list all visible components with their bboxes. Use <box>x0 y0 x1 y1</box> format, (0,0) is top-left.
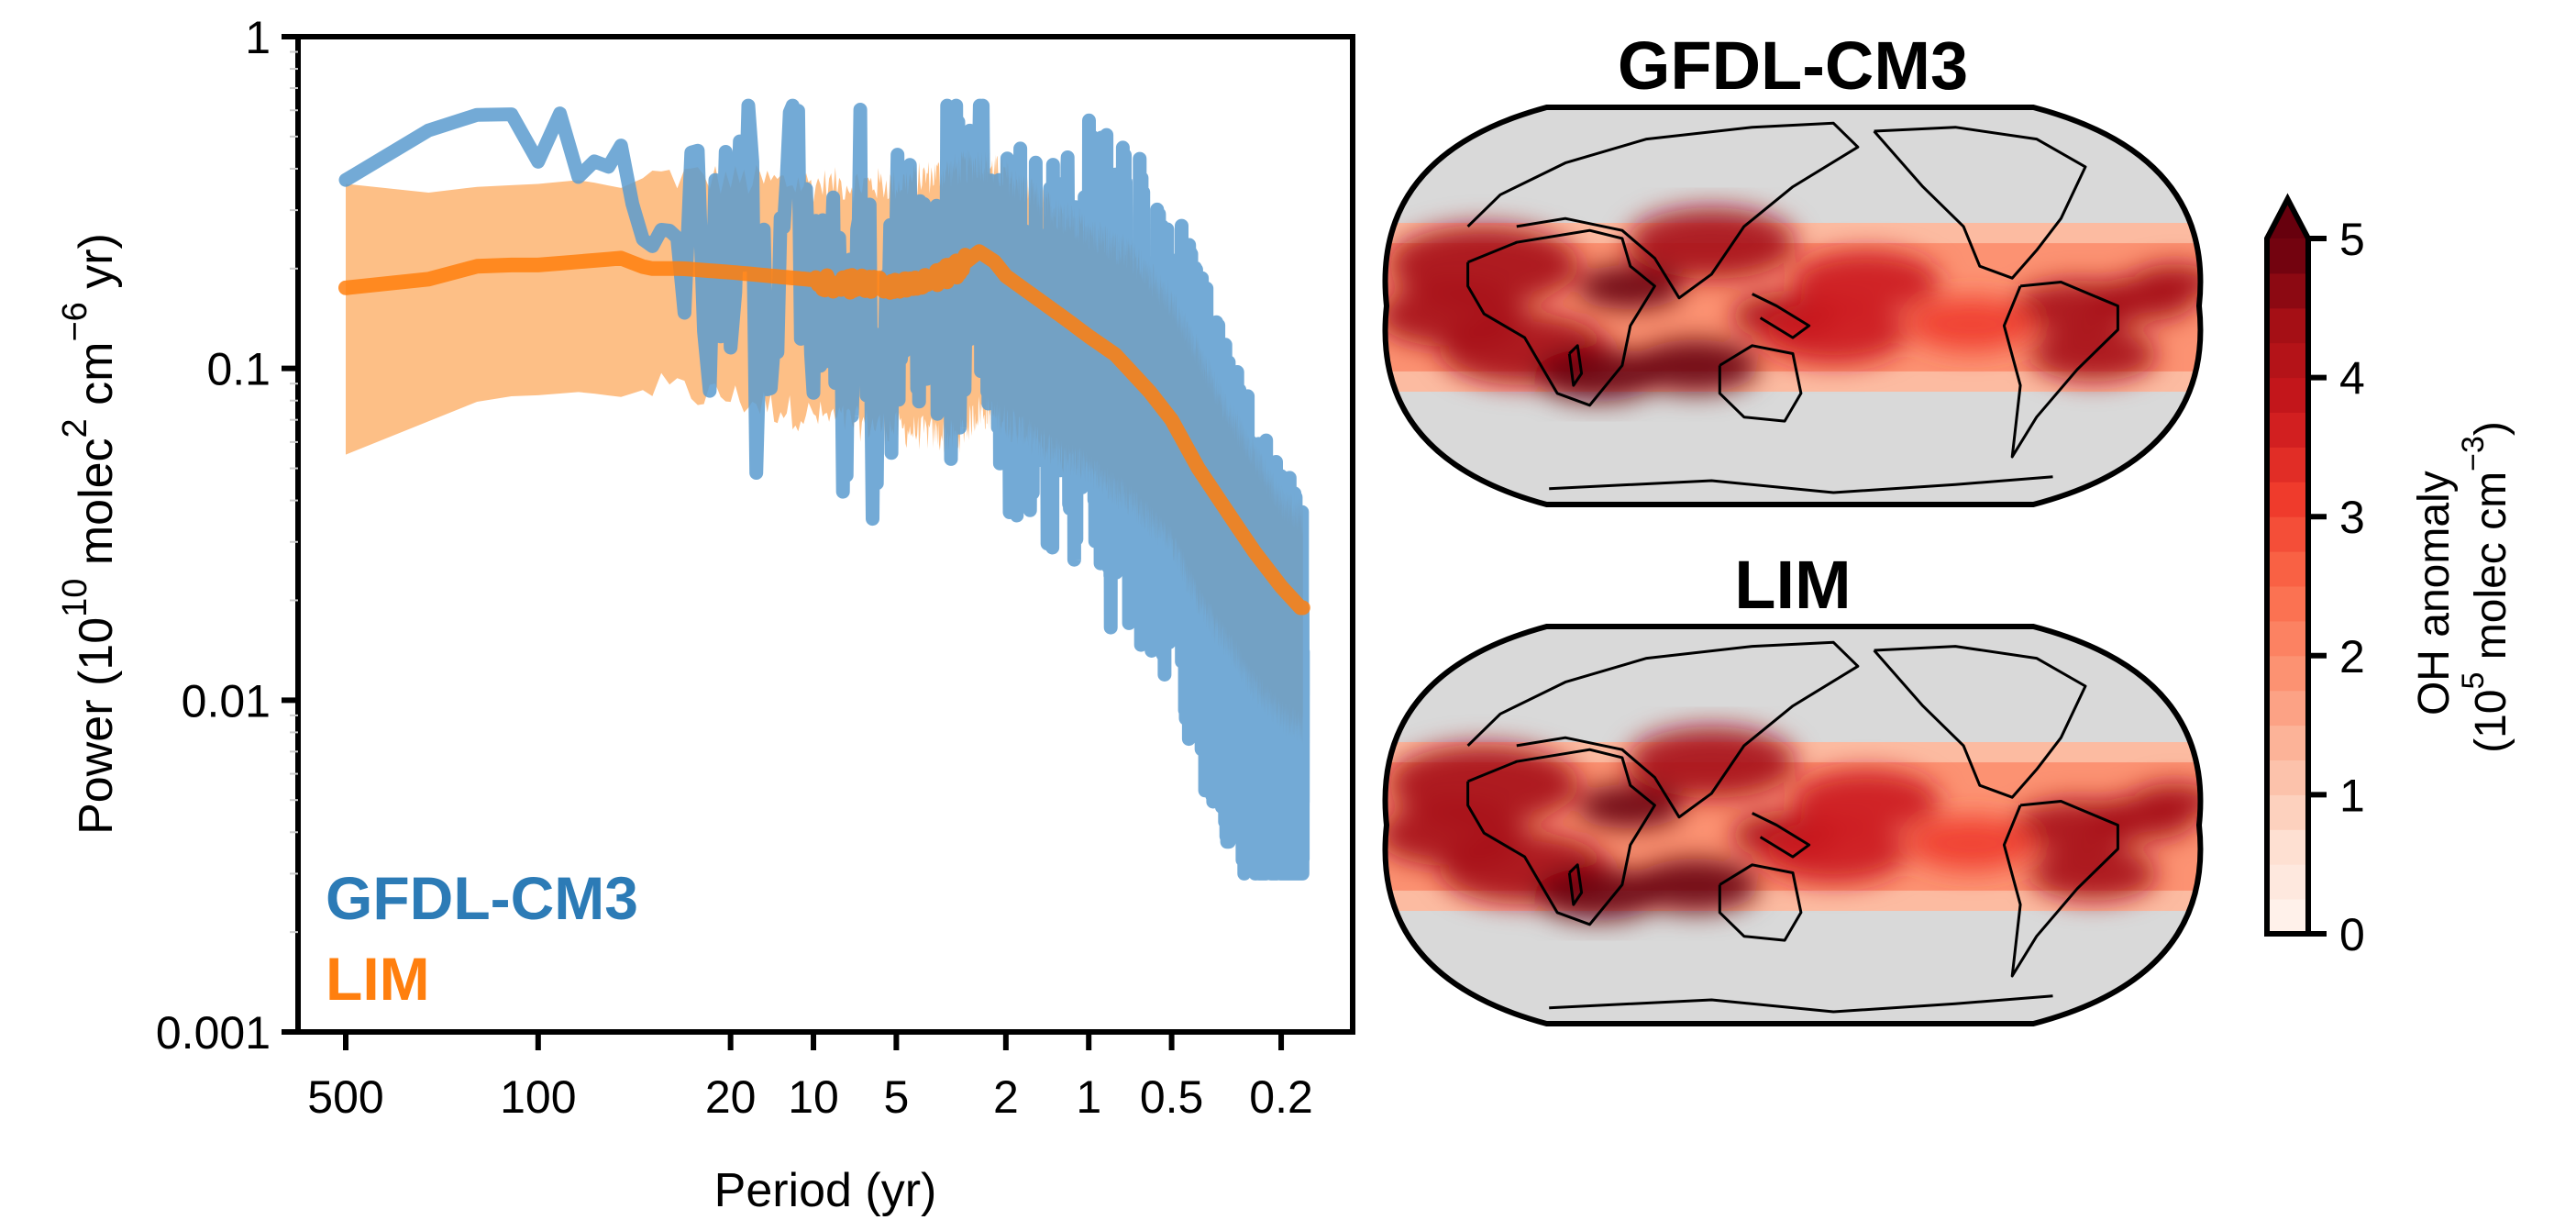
coastline <box>1567 863 1584 906</box>
colorbar-tick-label: 4 <box>2339 353 2365 405</box>
colorbar-level <box>2267 482 2308 517</box>
colorbar-tick-label: 5 <box>2339 214 2365 265</box>
colorbar-level <box>2267 655 2308 692</box>
y-axis-label: Power (1010 molec2 cm−6 yr) <box>56 233 123 835</box>
coastline <box>1466 640 1860 819</box>
y-tick-label: 0.001 <box>156 1007 271 1059</box>
anomaly-hotspot <box>1534 348 1662 402</box>
x-tick-label: 2 <box>993 1071 1019 1123</box>
colorbar-level <box>2267 690 2308 726</box>
colorbar-level <box>2267 377 2308 413</box>
anomaly-hotspot <box>1577 783 1684 829</box>
colorbar-extend-max-triangle <box>2267 199 2308 238</box>
map-title-gfdl: GFDL-CM3 <box>1618 28 1968 104</box>
coastline <box>1549 994 2053 1014</box>
x-tick-label: 0.5 <box>1140 1071 1204 1123</box>
colorbar-level <box>2267 586 2308 622</box>
colorbar-level <box>2267 307 2308 344</box>
anomaly-hotspot <box>1907 297 2036 351</box>
colorbar-tick-label: 2 <box>2339 631 2365 682</box>
anomaly-hotspot <box>1907 816 2036 871</box>
coastline <box>2002 281 2119 459</box>
colorbar-level <box>2267 899 2308 935</box>
y-tick-label: 0.01 <box>182 675 271 726</box>
x-tick-label: 20 <box>705 1071 757 1123</box>
coastlines <box>1466 640 2119 1014</box>
y-tick-label: 1 <box>245 12 271 63</box>
coastline <box>1873 126 2087 280</box>
colorbar: 0 1 2 3 4 5 <box>2264 193 2365 960</box>
legend-entry-lim: LIM <box>326 945 430 1013</box>
legend-entry-gfdl: GFDL-CM3 <box>326 864 638 932</box>
colorbar-level <box>2267 516 2308 552</box>
colorbar-level <box>2267 342 2308 379</box>
coastline <box>1752 812 1811 859</box>
coastline <box>1567 344 1584 387</box>
x-axis-label: Period (yr) <box>714 1164 937 1217</box>
anomaly-hotspot <box>1385 804 1526 867</box>
colorbar-label: OH anomaly (105 molec cm−3) <box>2410 421 2515 753</box>
anomaly-hotspot <box>2132 263 2201 300</box>
coastline <box>1718 344 1803 423</box>
y-tick-label: 0.1 <box>206 344 271 395</box>
plot-frame <box>295 34 1355 1035</box>
anomaly-hotspot <box>1534 867 1662 921</box>
anomaly-hotspot <box>1631 859 1759 913</box>
colorbar-tick-label: 0 <box>2339 909 2365 960</box>
colorbar-level <box>2267 551 2308 587</box>
colorbar-level <box>2267 272 2308 309</box>
anomaly-hotspot <box>2132 782 2201 819</box>
coastline <box>1873 645 2087 799</box>
x-tick-label: 100 <box>500 1071 576 1123</box>
anomaly-hotspot <box>1759 301 1907 364</box>
colorbar-tick-label: 3 <box>2339 492 2365 543</box>
colorbar-level <box>2267 829 2308 865</box>
coastlines <box>1466 121 2119 494</box>
coastline <box>1466 748 1656 926</box>
colorbar-level <box>2267 412 2308 448</box>
anomaly-hotspot <box>1792 770 1940 833</box>
x-tick-label: 10 <box>788 1071 839 1123</box>
anomaly-hotspot <box>1759 820 1907 883</box>
x-tick-label: 0.2 <box>1249 1071 1313 1123</box>
coastline <box>1752 293 1811 339</box>
map-title-lim: LIM <box>1734 547 1851 623</box>
anomaly-hotspot <box>1627 726 1797 799</box>
colorbar-level <box>2267 620 2308 657</box>
colorbar-level <box>2267 794 2308 830</box>
power-spectrum-panel: 1 0.1 0.01 0.001 500 100 20 10 5 2 1 0.5 0.2 Period… <box>56 12 1355 1217</box>
map-outline <box>1382 624 2204 1026</box>
gfdl-series-line <box>338 98 1310 881</box>
x-tick-label: 5 <box>883 1071 909 1123</box>
colorbar-level <box>2267 725 2308 760</box>
anomaly-hotspot <box>1792 250 1940 314</box>
anomaly-hotspot <box>1577 264 1684 310</box>
coastline <box>1549 475 2053 494</box>
anomaly-hotspot <box>1631 339 1759 394</box>
coastline <box>1466 121 1860 300</box>
lim-mean-line <box>338 244 1310 616</box>
colorbar-level <box>2267 760 2308 795</box>
y-axis-ticks: 1 0.1 0.01 0.001 <box>156 12 298 1059</box>
x-axis-ticks: 500 100 20 10 5 2 1 0.5 0.2 <box>307 1032 1313 1123</box>
colorbar-level <box>2267 447 2308 482</box>
anomaly-hotspot <box>1385 284 1526 348</box>
x-tick-label: 500 <box>307 1071 383 1123</box>
map-outline <box>1382 105 2204 507</box>
oh-anomaly-field <box>1385 726 2201 921</box>
anomaly-hotspot <box>1627 207 1797 280</box>
colorbar-level <box>2267 238 2308 274</box>
colorbar-outline <box>2264 193 2311 937</box>
colorbar-tick-label: 1 <box>2339 770 2365 821</box>
map-lim <box>1382 624 2204 1026</box>
oh-anomaly-field <box>1385 207 2201 402</box>
map-gfdl <box>1382 105 2204 507</box>
coastline <box>2002 800 2119 978</box>
colorbar-level <box>2267 864 2308 900</box>
coastline <box>1718 863 1803 942</box>
x-tick-label: 1 <box>1076 1071 1101 1123</box>
coastline <box>1466 228 1656 407</box>
